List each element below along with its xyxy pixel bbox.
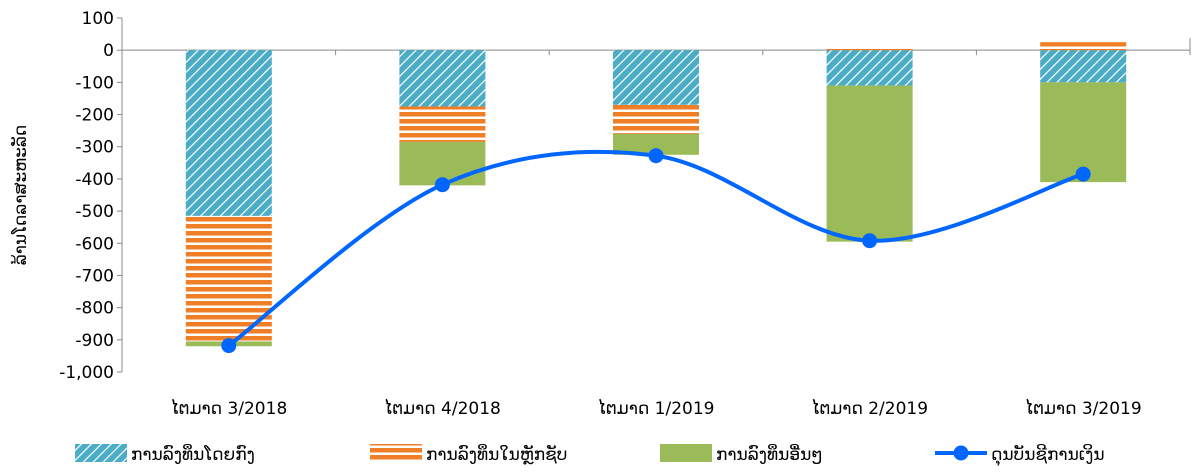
y-tick-label: -1,000 xyxy=(59,363,114,383)
legend: ການລົງທຶນໂດຍກົງ ການລົງທຶນໃນຫຼັກຊັບ ການລົງທ… xyxy=(75,443,1105,467)
bars xyxy=(185,42,1127,347)
bar-segment-series-1 xyxy=(1040,42,1127,51)
bar-segment-series-0 xyxy=(1040,50,1127,83)
bar-segment-series-1 xyxy=(613,104,699,134)
y-axis-title: ລ້ານໂດລາສະຫະລັດ xyxy=(9,125,31,266)
x-tick-label: ໄຕມາດ 3/2019 xyxy=(1025,398,1142,419)
y-tick-label: -700 xyxy=(75,266,114,286)
line-point xyxy=(221,338,237,354)
bar-segment-series-0 xyxy=(185,50,272,216)
legend-label-0: ການລົງທຶນໂດຍກົງ xyxy=(131,443,255,465)
line-point xyxy=(648,148,664,164)
legend-swatch-1 xyxy=(370,444,422,462)
y-tick-label: -200 xyxy=(75,106,114,126)
y-tick-label: -600 xyxy=(75,234,114,254)
line-layer xyxy=(221,148,1091,354)
bar-segment-series-2 xyxy=(613,133,699,155)
y-tick-label: -400 xyxy=(75,170,114,190)
legend-line-marker xyxy=(953,445,969,461)
legend-swatch-2 xyxy=(660,444,712,462)
bar-segment-series-1 xyxy=(399,106,486,142)
bar-segment-series-0 xyxy=(613,50,699,105)
bar-segment-series-2 xyxy=(1040,82,1127,183)
y-tick-label: -500 xyxy=(75,202,114,222)
bar-segment-series-2 xyxy=(826,85,913,242)
y-tick-label: -300 xyxy=(75,138,114,158)
y-tick-label: -900 xyxy=(75,331,114,351)
axes: 100 0 -100 -200 -300 -400 -500 -600 -700 -800 -900… xyxy=(9,9,1191,419)
bar-segment-series-1 xyxy=(826,47,913,51)
y-tick-label: -800 xyxy=(75,299,114,319)
legend-label-2: ການລົງທຶນອື່ນໆ xyxy=(716,443,823,465)
legend-label-1: ການລົງທຶນໃນຫຼັກຊັບ xyxy=(426,443,567,466)
line-series-0 xyxy=(227,149,1084,348)
line-point xyxy=(1075,166,1091,182)
y-tick-label: 100 xyxy=(82,9,114,29)
x-tick-label: ໄຕມາດ 1/2019 xyxy=(598,398,715,419)
x-tick-label: ໄຕມາດ 4/2018 xyxy=(384,398,501,419)
line-point xyxy=(862,233,878,249)
y-tick-label: 0 xyxy=(103,41,114,61)
x-tick-label: ໄຕມາດ 3/2018 xyxy=(170,398,287,419)
x-tick-label: ໄຕມາດ 2/2019 xyxy=(811,398,928,419)
legend-swatch-0 xyxy=(75,444,127,462)
line-point xyxy=(434,177,450,193)
bar-segment-series-0 xyxy=(399,50,486,107)
legend-label-3: ດຸນບັນຊີການເງິນ xyxy=(991,443,1105,467)
y-tick-label: -100 xyxy=(75,73,114,93)
bar-segment-series-0 xyxy=(826,50,913,86)
